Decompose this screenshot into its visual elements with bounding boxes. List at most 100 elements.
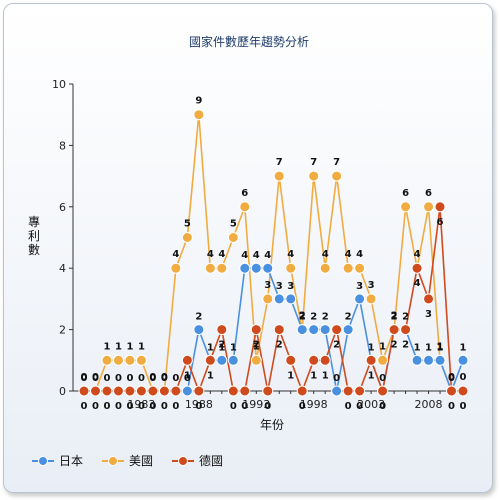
data-point [135, 385, 147, 397]
data-label: 0 [149, 373, 156, 384]
data-label: 6 [425, 188, 432, 199]
data-point [319, 354, 331, 366]
data-label: 0 [184, 373, 191, 384]
data-point [285, 354, 297, 366]
data-label: 2 [253, 340, 260, 351]
data-point [147, 385, 159, 397]
data-label: 4 [322, 249, 329, 260]
data-label: 1 [460, 342, 467, 353]
data-label: 0 [230, 401, 237, 412]
y-tick-label: 2 [59, 324, 66, 337]
data-point [273, 293, 285, 305]
data-point [411, 354, 423, 366]
data-point [296, 385, 308, 397]
data-point [388, 324, 400, 336]
data-label: 2 [299, 311, 306, 322]
legend-item[interactable]: 美國 [102, 454, 153, 468]
data-label: 1 [230, 342, 237, 353]
data-point [377, 354, 389, 366]
data-label: 0 [81, 401, 88, 412]
data-point [204, 262, 216, 274]
data-label: 0 [299, 401, 306, 412]
data-label: 0 [172, 401, 179, 412]
data-label: 1 [184, 370, 191, 381]
x-tick-label: 1988 [185, 398, 213, 411]
data-label: 1 [379, 341, 386, 352]
data-label: 2 [402, 312, 409, 323]
data-label: 1 [126, 341, 133, 352]
data-point [124, 385, 136, 397]
data-point [204, 354, 216, 366]
data-label: 1 [368, 370, 375, 381]
data-label: 2 [391, 340, 398, 351]
data-label: 2 [391, 312, 398, 323]
y-tick-label: 4 [59, 262, 66, 275]
data-label: 9 [195, 96, 202, 107]
data-point [193, 324, 205, 336]
y-tick-label: 6 [59, 201, 66, 214]
data-label: 1 [425, 342, 432, 353]
data-label: 0 [92, 401, 99, 412]
data-point [285, 293, 297, 305]
data-point [273, 170, 285, 182]
data-label: 0 [103, 401, 110, 412]
data-point [170, 262, 182, 274]
data-label: 4 [345, 249, 352, 260]
chart-title: 國家件數歷年趨勢分析 [189, 34, 309, 49]
data-point [400, 324, 412, 336]
data-label: 7 [276, 157, 283, 168]
data-point [250, 354, 262, 366]
data-point [262, 293, 274, 305]
data-label: 1 [218, 342, 225, 353]
y-tick-label: 0 [59, 385, 66, 398]
data-label: 1 [322, 370, 329, 381]
data-label: 2 [391, 311, 398, 322]
data-label: 3 [276, 281, 283, 292]
data-label: 4 [287, 249, 294, 260]
data-point [170, 385, 182, 397]
data-label: 4 [218, 249, 225, 260]
data-label: 0 [195, 401, 202, 412]
data-label: 2 [322, 312, 329, 323]
data-point [124, 354, 136, 366]
y-axis-title-char: 數 [28, 243, 40, 257]
data-label: 0 [460, 401, 467, 412]
data-point [181, 385, 193, 397]
data-label: 1 [437, 342, 444, 353]
data-label: 2 [299, 312, 306, 323]
data-label: 4 [356, 249, 363, 260]
data-point [354, 293, 366, 305]
data-label: 0 [115, 401, 122, 412]
data-label: 2 [195, 312, 202, 323]
data-point [331, 170, 343, 182]
data-point [308, 354, 320, 366]
legend-label: 德國 [199, 453, 223, 468]
data-point [112, 385, 124, 397]
data-point [89, 385, 101, 397]
data-label: 6 [402, 188, 409, 199]
data-point [262, 262, 274, 274]
x-axis-title: 年份 [260, 418, 284, 432]
data-label: 0 [241, 401, 248, 412]
data-label: 4 [253, 250, 260, 261]
data-label: 4 [207, 249, 214, 260]
data-label: 2 [310, 312, 317, 323]
data-label: 6 [241, 188, 248, 199]
legend-item[interactable]: 德國 [172, 453, 223, 468]
legend-marker [108, 456, 118, 466]
data-label: 2 [218, 340, 225, 351]
data-label: 0 [103, 373, 110, 384]
data-label: 7 [333, 157, 340, 168]
data-point [457, 354, 469, 366]
data-point [342, 324, 354, 336]
data-label: 1 [287, 370, 294, 381]
data-point [319, 262, 331, 274]
data-point [296, 324, 308, 336]
data-label: 3 [368, 280, 375, 291]
data-point [262, 385, 274, 397]
legend-item[interactable]: 日本 [32, 454, 83, 468]
data-label: 0 [379, 401, 386, 412]
data-label: 5 [230, 219, 237, 230]
data-label: 2 [402, 340, 409, 351]
data-point [101, 385, 113, 397]
